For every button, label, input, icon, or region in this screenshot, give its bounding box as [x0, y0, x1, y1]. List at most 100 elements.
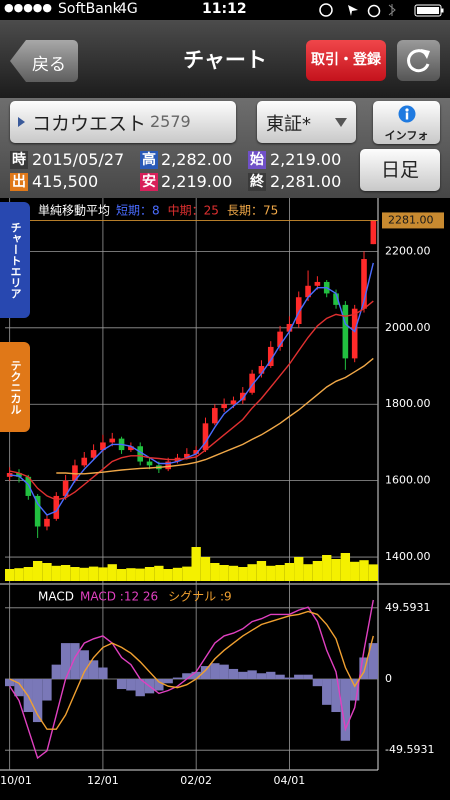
info-button[interactable]: インフォ [373, 101, 440, 144]
volume-bar [322, 555, 332, 581]
candle-body [202, 423, 209, 451]
refresh-button[interactable] [397, 40, 440, 81]
candle-body [100, 442, 106, 451]
candle-body [44, 518, 50, 527]
volume-bar [144, 567, 155, 581]
candle-body [34, 495, 41, 527]
volume-bar [98, 567, 108, 581]
macd-histogram-bar [135, 679, 145, 697]
technical-tab[interactable]: テクニカル [0, 342, 30, 432]
dropdown-arrow [335, 118, 347, 127]
quote-label: 始 [248, 151, 266, 169]
volume-bar [368, 564, 378, 581]
tab-label: テクニカル [9, 359, 22, 415]
macd-histogram-bar [350, 679, 360, 701]
moving-average-line [56, 357, 374, 475]
quote-label: 終 [248, 173, 266, 191]
volume-bar [23, 567, 33, 581]
legend-entry: シグナル :9 [168, 590, 232, 604]
volume-bar [154, 565, 164, 581]
volume-bar [14, 568, 24, 581]
candle-body [342, 304, 349, 359]
candle-body [16, 473, 22, 477]
macd-histogram-bar [88, 660, 99, 679]
volume-bar [266, 565, 276, 581]
candle-body [137, 446, 144, 462]
candle-body [370, 220, 377, 245]
tab-label: チャートエリア [9, 221, 22, 299]
candle-body [62, 480, 69, 496]
volume-bar [359, 560, 369, 581]
quote-value: 2,219.00 [270, 150, 342, 169]
macd-histogram-bar [359, 657, 369, 679]
volume-bar [294, 557, 304, 581]
macd-histogram-bar [247, 670, 257, 679]
quote-label: 出 [10, 173, 28, 191]
y-tick-label: 49.5931 [385, 601, 431, 614]
legend-entry: 長期：75 [227, 204, 278, 218]
candle-body [361, 259, 367, 309]
info-icon [398, 105, 416, 123]
legend-title: 単純移動平均 [38, 204, 110, 218]
carrier: SoftBank [58, 1, 121, 17]
moving-average-line [9, 300, 374, 501]
volume-bar [88, 566, 99, 581]
quote-value: 415,500 [32, 172, 99, 191]
candle-body [286, 323, 293, 332]
y-tick-label: 2200.00 [385, 244, 431, 257]
network: 4G [118, 1, 138, 17]
candle-body [351, 308, 358, 359]
macd-histogram-bar [70, 643, 80, 679]
legend-entry: MACD :12 26 [80, 590, 158, 604]
legend-entry: 中期：25 [168, 203, 219, 218]
back-button[interactable]: 戻る [10, 40, 78, 82]
macd-histogram-bar [5, 679, 15, 687]
quote-value: 2,281.00 [270, 172, 342, 191]
volume-bar [247, 564, 257, 581]
candle-body [258, 366, 265, 374]
x-tick-label: 12/01 [87, 774, 119, 787]
chart-area-tab[interactable]: チャートエリア [0, 202, 30, 318]
market-selector[interactable]: 東証* [257, 101, 356, 143]
candle-body [6, 473, 13, 477]
macd-histogram-bar [312, 679, 323, 687]
volume-bar [172, 567, 183, 581]
candle-body [128, 446, 134, 451]
candle-body [146, 461, 153, 466]
macd-histogram-bar [126, 679, 136, 691]
macd-histogram-bar [331, 679, 341, 713]
trade-button[interactable]: 取引・登録 [306, 40, 386, 81]
macd-histogram-bar [256, 673, 267, 679]
macd-histogram-bar [228, 668, 239, 679]
candle-body [249, 373, 255, 393]
y-tick-label: -49.5931 [385, 743, 434, 756]
back-label: 戻る [32, 55, 66, 75]
macd-histogram-bar [51, 664, 61, 679]
candle-body [212, 408, 218, 424]
macd-histogram-bar [200, 666, 211, 679]
y-tick-label: 1400.00 [385, 550, 431, 563]
candle-body [72, 465, 78, 481]
volume-bar [219, 565, 229, 581]
volume-bar [182, 566, 192, 581]
volume-bar [116, 569, 127, 581]
volume-bar [5, 569, 15, 581]
candle-body [267, 346, 274, 367]
y-tick-label: 0 [385, 672, 392, 685]
candle-body [314, 281, 321, 286]
candle-body [184, 453, 190, 458]
nav-bar: 戻る チャート 取引・登録 [0, 20, 450, 98]
volume-bar [238, 567, 248, 581]
macd-histogram-bar [368, 643, 378, 679]
selector-arrow [18, 117, 25, 127]
macd-histogram-bar [182, 673, 192, 679]
volume-bar [256, 561, 267, 581]
macd-histogram-bar [210, 663, 220, 679]
macd-histogram-bar [163, 679, 173, 684]
period-button[interactable]: 日足 [360, 149, 440, 191]
volume-bar [135, 568, 145, 581]
candle-body [53, 495, 60, 519]
macd-histogram-bar [191, 671, 201, 679]
stock-selector[interactable]: コカウエスト 2579 [10, 101, 236, 143]
macd-histogram-bar [294, 674, 304, 679]
